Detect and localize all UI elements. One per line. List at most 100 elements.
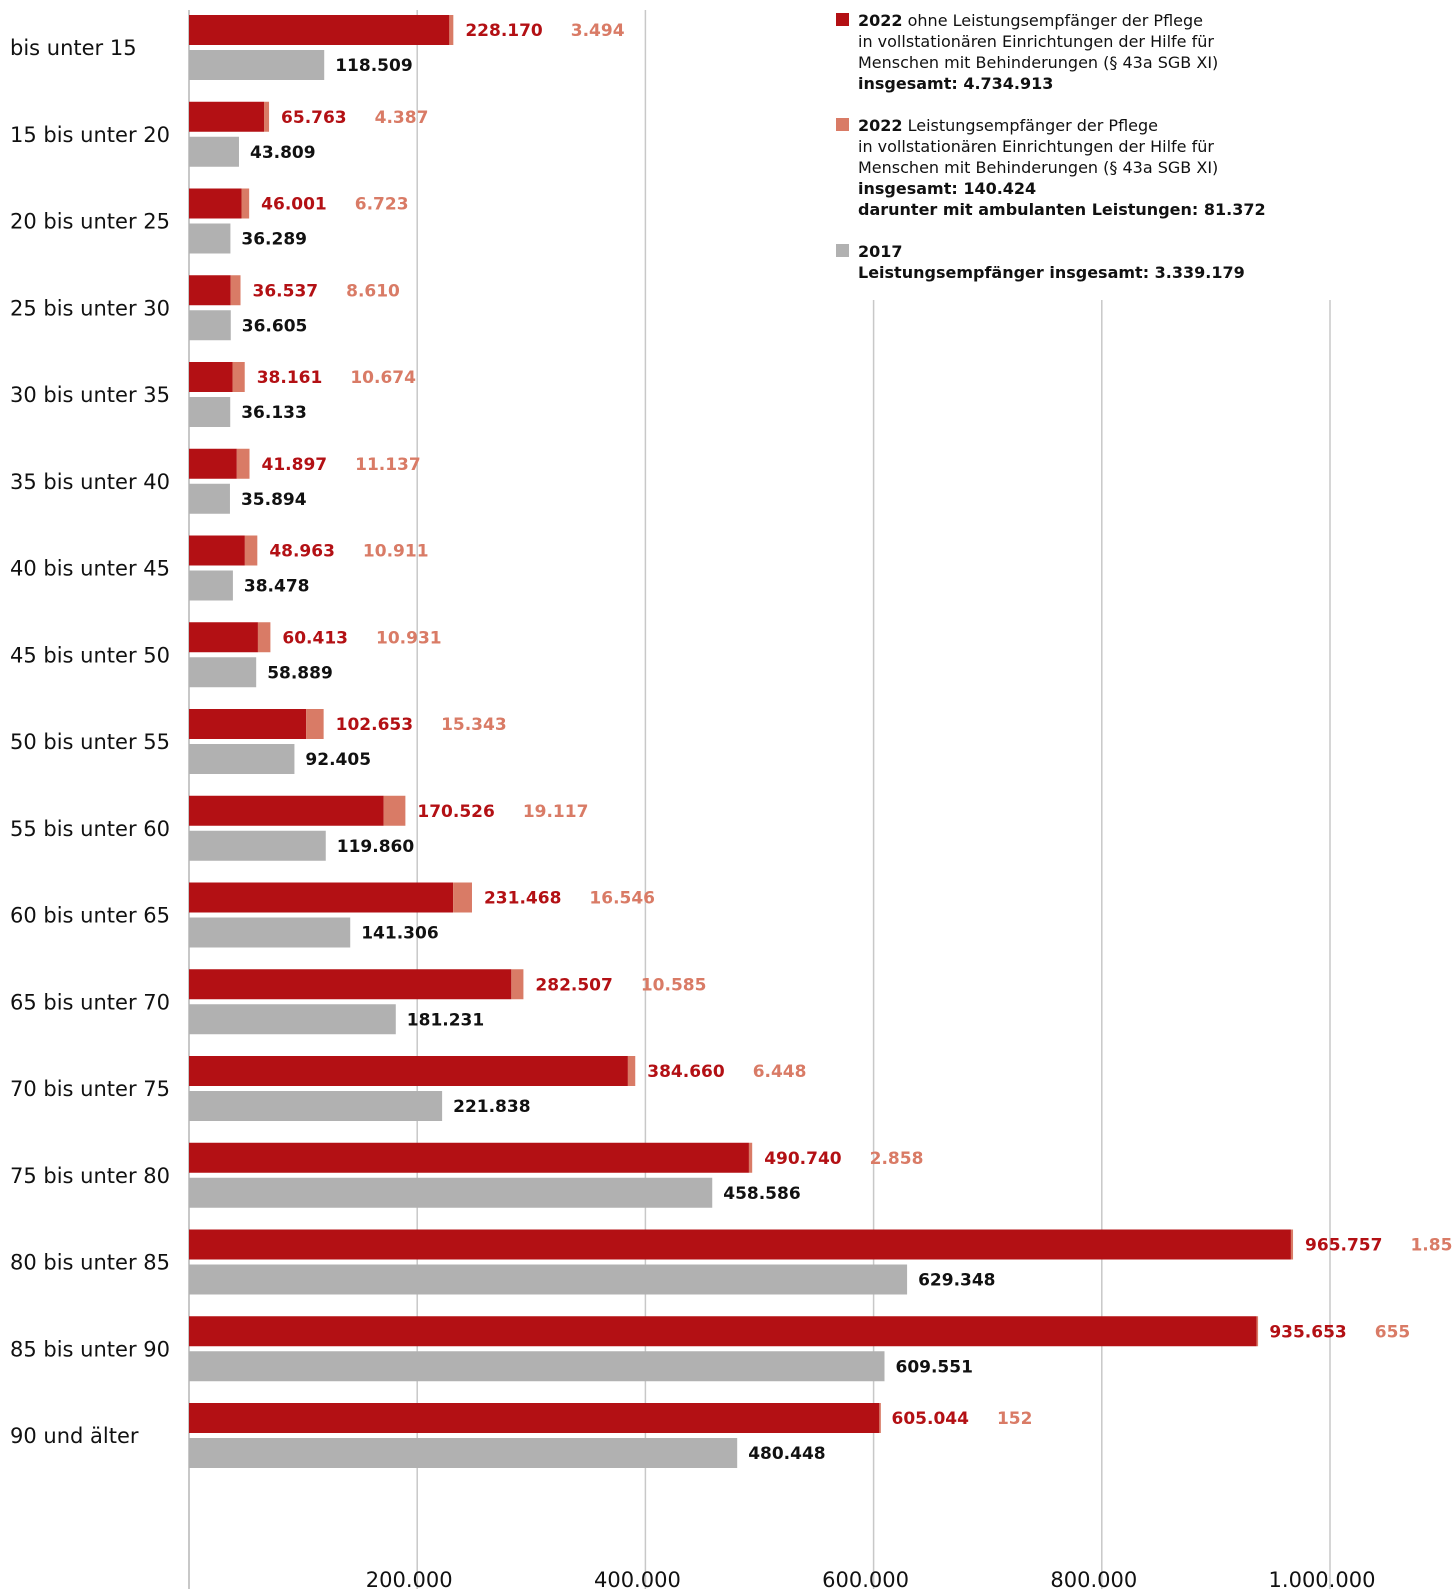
bar-2017 <box>189 570 233 601</box>
bar-2017 <box>189 136 239 167</box>
category-label: 45 bis unter 50 <box>10 643 170 667</box>
legend-text: 2022 ohne Leistungsempfänger der Pflege <box>858 11 1203 30</box>
x-tick-label: 400.000 <box>594 1568 681 1589</box>
legend: 2022 ohne Leistungsempfänger der Pflege i… <box>836 10 1436 304</box>
category-label: 15 bis unter 20 <box>10 123 170 147</box>
x-tick-label: 800.000 <box>1050 1568 1137 1589</box>
legend-text: 2022 Leistungsempfänger der Pflege <box>858 116 1158 135</box>
data-label-2022-ohne: 605.044 <box>892 1409 970 1429</box>
data-label-2022-ohne: 935.653 <box>1269 1322 1346 1342</box>
data-label-2022-ohne: 231.468 <box>484 889 561 909</box>
category-label: 85 bis unter 90 <box>10 1337 170 1361</box>
data-label-2022-ohne: 228.170 <box>465 21 543 41</box>
bar-2022-43a <box>383 795 406 826</box>
data-label-2022-ohne: 170.526 <box>417 802 494 822</box>
bar-2022-ohne <box>189 15 450 45</box>
legend-item: 2022 Leistungsempfänger der Pflege in vol… <box>836 115 1436 220</box>
bar-2022-ohne <box>189 709 307 739</box>
category-label: 50 bis unter 55 <box>10 730 170 754</box>
bar-2022-ohne <box>189 362 233 392</box>
data-label-2022-43a: 16.546 <box>589 889 655 909</box>
data-label-2022-43a: 1.853 <box>1410 1236 1453 1256</box>
bar-2022-ohne <box>189 275 231 306</box>
category-label: 20 bis unter 25 <box>10 210 170 234</box>
data-label-2022-ohne: 282.507 <box>535 975 612 995</box>
data-label-2017: 36.289 <box>241 230 307 250</box>
data-label-2022-ohne: 490.740 <box>764 1149 842 1169</box>
bar-2022-43a <box>236 448 250 479</box>
bar-2017 <box>189 1177 713 1208</box>
bar-2017 <box>189 483 230 514</box>
bar-2022-ohne <box>189 101 265 132</box>
data-label-2022-43a: 152 <box>997 1409 1032 1429</box>
legend-text: Leistungsempfänger insgesamt: 3.339.179 <box>858 263 1245 282</box>
bar-2022-43a <box>232 362 245 392</box>
legend-swatch <box>836 244 849 257</box>
data-label-2017: 119.860 <box>337 837 415 857</box>
bar-2022-ohne <box>189 882 454 913</box>
x-tick-label: 200.000 <box>366 1568 453 1589</box>
data-label-2022-ohne: 48.963 <box>269 542 335 562</box>
bar-2017 <box>189 657 257 688</box>
bar-2017 <box>189 1351 885 1382</box>
legend-text: darunter mit ambulanten Leistungen: 81.3… <box>858 200 1266 219</box>
bars: 228.170 3.494 118.509 65.763 4.387 43.809 46.0… <box>189 15 1453 1468</box>
data-label-2022-43a: 15.343 <box>441 715 507 735</box>
bar-2017 <box>189 1438 738 1468</box>
bar-2017 <box>189 50 325 80</box>
bar-2022-43a <box>257 622 271 653</box>
data-label-2022-43a: 6.448 <box>753 1062 807 1082</box>
category-label: 65 bis unter 70 <box>10 990 170 1014</box>
legend-item: 2022 ohne Leistungsempfänger der Pflege i… <box>836 10 1436 94</box>
bar-2022-43a <box>241 188 250 219</box>
data-label-2022-43a: 10.674 <box>350 368 416 388</box>
data-label-2017: 181.231 <box>407 1010 484 1030</box>
legend-text: in vollstationären Einrichtungen der Hil… <box>858 137 1214 156</box>
bar-2022-ohne <box>189 1142 749 1173</box>
bar-2022-ohne <box>189 795 384 826</box>
x-axis-ticks: 200.000 400.000 600.000 800.000 1.000.000 <box>366 1568 1376 1589</box>
legend-text: Menschen mit Behinderungen (§ 43a SGB XI… <box>858 53 1219 72</box>
x-tick-label: 600.000 <box>822 1568 909 1589</box>
data-label-2017: 35.894 <box>241 490 307 510</box>
bar-2017 <box>189 310 231 341</box>
data-label-2022-43a: 8.610 <box>346 281 400 301</box>
data-label-2017: 118.509 <box>335 56 412 76</box>
bar-2017 <box>189 1004 396 1035</box>
bar-2022-43a <box>1290 1229 1294 1260</box>
data-label-2017: 36.605 <box>242 316 308 336</box>
data-label-2022-43a: 3.494 <box>571 21 625 41</box>
data-label-2017: 58.889 <box>267 663 333 683</box>
bar-2022-43a <box>230 275 241 306</box>
data-label-2022-ohne: 46.001 <box>261 195 327 215</box>
data-label-2022-43a: 19.117 <box>523 802 589 822</box>
data-label-2017: 38.478 <box>244 577 310 597</box>
data-label-2022-ohne: 65.763 <box>281 108 347 128</box>
bar-2017 <box>189 1091 443 1121</box>
legend-text: insgesamt: 140.424 <box>858 179 1037 198</box>
data-label-2017: 458.586 <box>723 1184 800 1204</box>
data-label-2022-43a: 4.387 <box>375 108 429 128</box>
data-label-2022-ohne: 36.537 <box>253 281 319 301</box>
bar-2022-43a <box>244 535 258 566</box>
category-label: 35 bis unter 40 <box>10 470 170 494</box>
bar-2022-43a <box>264 101 270 132</box>
data-label-2017: 629.348 <box>918 1271 995 1291</box>
bar-2022-43a <box>306 709 324 739</box>
data-label-2017: 36.133 <box>241 403 307 423</box>
legend-swatch <box>836 13 849 26</box>
bar-2022-ohne <box>189 1403 880 1433</box>
data-label-2022-ohne: 102.653 <box>336 715 413 735</box>
data-label-2022-ohne: 965.757 <box>1305 1236 1382 1256</box>
data-label-2022-43a: 10.931 <box>376 628 442 648</box>
category-label: 25 bis unter 30 <box>10 296 170 320</box>
bar-2022-43a <box>511 969 524 1000</box>
bar-2022-ohne <box>189 969 512 1000</box>
category-label: 60 bis unter 65 <box>10 904 170 928</box>
data-label-2022-43a: 10.911 <box>363 542 429 562</box>
bar-2022-43a <box>453 882 472 913</box>
bar-2022-43a <box>627 1056 636 1086</box>
legend-text: 2017 <box>858 242 903 261</box>
category-label: 80 bis unter 85 <box>10 1251 170 1275</box>
